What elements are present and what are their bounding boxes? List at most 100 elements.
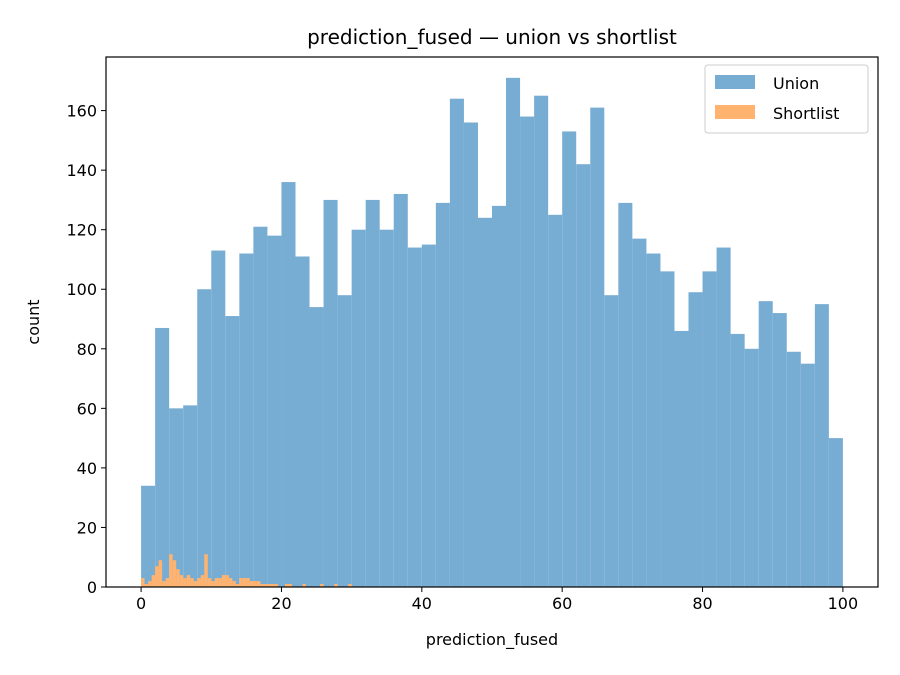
bar-union [688,292,703,587]
bar-shortlist [235,584,240,587]
x-axis-ticks: 0 20 40 60 80 100 [136,587,858,613]
bar-union [520,116,535,587]
y-tick-label: 20 [77,518,97,537]
bar-shortlist [190,578,194,587]
bar-union [576,164,591,587]
bar-shortlist [197,578,201,587]
bar-union [407,247,422,587]
series-shortlist [141,554,352,587]
bar-union [800,363,815,587]
bar-shortlist [348,584,352,587]
bar-union [716,247,731,587]
bar-shortlist [155,566,159,587]
bar-union [590,107,605,587]
bar-shortlist [183,578,187,587]
bar-shortlist [256,581,261,587]
bar-shortlist [263,584,268,587]
bar-shortlist [334,584,338,587]
y-tick-label: 80 [77,340,97,359]
bar-union [548,214,563,587]
y-axis-ticks: 0 20 40 60 80 100 120 140 160 [66,102,106,597]
bar-union [393,193,408,587]
y-tick-label: 120 [66,221,97,240]
bar-union [674,330,689,587]
bar-union [618,202,633,588]
bar-union [463,122,478,587]
bar-union [646,253,661,588]
x-tick-label: 20 [271,594,291,613]
bar-shortlist [246,578,250,587]
bar-union [379,229,394,587]
bar-shortlist [302,584,307,587]
bar-shortlist [284,584,289,587]
bar-union [604,295,619,587]
bar-shortlist [186,575,191,587]
bar-union [814,304,829,587]
bars-layer [141,77,843,588]
y-tick-label: 60 [77,399,97,418]
y-tick-label: 0 [87,578,97,597]
bar-shortlist [253,581,257,587]
bar-shortlist [320,584,324,587]
bar-union [295,256,310,587]
bar-shortlist [249,581,254,587]
bar-union [351,229,366,587]
bar-shortlist [225,575,229,587]
bar-shortlist [141,578,145,587]
bar-union [632,238,647,587]
bar-union [337,295,352,587]
bar-union [660,271,675,587]
bar-union [155,327,170,587]
bar-union [281,182,296,587]
bar-shortlist [228,578,233,587]
bar-shortlist [144,584,149,587]
bar-shortlist [221,575,226,587]
bar-shortlist [165,578,170,587]
bar-union [267,235,282,588]
bar-union [744,348,759,587]
bar-union [730,333,745,587]
bar-union [323,199,338,588]
bar-shortlist [169,554,173,587]
y-axis-label: count [24,299,43,344]
bar-shortlist [267,584,271,587]
bar-union [772,313,787,587]
bar-shortlist [214,578,219,587]
x-tick-label: 60 [552,594,572,613]
bar-shortlist [200,575,205,587]
bar-union [309,307,324,587]
legend-label-union: Union [773,74,819,93]
bar-union [534,95,549,588]
bar-shortlist [193,581,198,587]
bar-union [702,271,717,587]
bar-union [758,301,773,587]
bar-union [197,289,212,587]
bar-shortlist [148,581,152,587]
plot-frame [105,56,879,588]
bar-union [225,316,240,587]
bar-union [183,405,198,587]
x-tick-label: 100 [828,594,859,613]
bar-union [786,351,801,587]
legend-label-shortlist: Shortlist [773,104,839,123]
bar-shortlist [218,578,222,587]
bar-shortlist [260,584,264,587]
bar-shortlist [151,575,156,587]
bar-shortlist [158,560,163,587]
chart-title: prediction_fused — union vs shortlist [307,25,677,49]
bar-shortlist [242,578,247,587]
bar-union [562,131,577,587]
bar-union [435,202,450,588]
bar-union [492,205,507,587]
bar-shortlist [176,569,180,587]
x-tick-label: 40 [412,594,432,613]
bar-shortlist [172,560,177,587]
bar-union [365,199,380,588]
bar-shortlist [232,581,236,587]
bar-union [169,408,184,587]
bar-shortlist [239,578,243,587]
legend-swatch-shortlist [715,105,755,119]
bar-shortlist [162,581,166,587]
